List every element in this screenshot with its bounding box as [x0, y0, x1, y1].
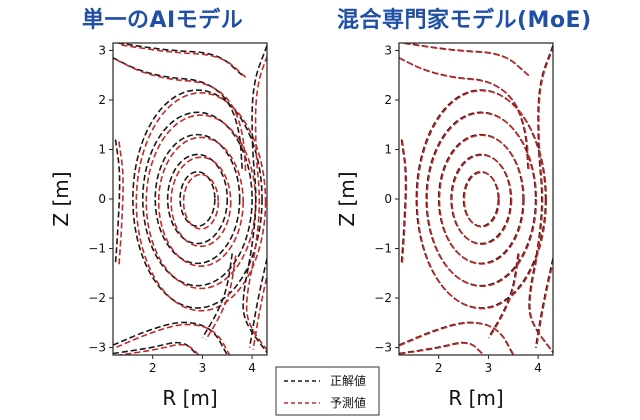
- x-tick-label: 4: [534, 361, 542, 375]
- contour-predicted-1: [170, 156, 232, 248]
- contour-truth-0: [179, 170, 216, 228]
- contour-predicted-0: [182, 173, 220, 230]
- contour-predicted-2: [157, 136, 244, 267]
- plot-area: [399, 43, 553, 355]
- flux-line-truth-1: [403, 43, 529, 76]
- x-tick-label: 3: [485, 361, 493, 375]
- x-tick-label: 3: [199, 361, 207, 375]
- flux-line-predicted-4: [399, 322, 515, 355]
- y-tick-label: −2: [88, 291, 106, 305]
- contour-truth-1: [166, 153, 229, 245]
- flux-line-truth-6: [487, 253, 520, 339]
- x-tick-label: 2: [435, 361, 443, 375]
- y-axis-label: Z [m]: [335, 171, 359, 226]
- flux-line-predicted-0: [116, 59, 247, 172]
- flux-line-predicted-7: [118, 141, 124, 266]
- y-tick-label: −2: [374, 291, 392, 305]
- flux-line-truth-4: [113, 321, 228, 355]
- y-tick-label: 1: [98, 142, 106, 156]
- flux-line-predicted-0: [399, 57, 530, 170]
- x-axis-label: R [m]: [448, 386, 503, 410]
- plot-area: [113, 43, 267, 355]
- y-tick-label: −1: [374, 242, 392, 256]
- flux-line-truth-2: [242, 45, 267, 354]
- flux-line-truth-1: [117, 43, 243, 76]
- y-tick-label: −3: [88, 341, 106, 355]
- legend-predicted-label: 予測値: [330, 395, 366, 410]
- flux-line-truth-7: [114, 139, 121, 264]
- contour-truth-3: [142, 111, 253, 287]
- flux-line-truth-3: [248, 258, 267, 348]
- flux-line-predicted-3: [252, 272, 267, 350]
- contour-predicted-2: [438, 134, 525, 265]
- x-axis-label: R [m]: [162, 386, 217, 410]
- panel-moe-model: −3 −2 −1 0 1 2 3 2 3 4 R [m] Z [m]: [335, 42, 554, 410]
- flux-line-predicted-2: [529, 45, 553, 354]
- x-tick-label: 4: [248, 361, 256, 375]
- flux-line-predicted-7: [401, 139, 408, 264]
- contour-truth-4: [132, 89, 263, 309]
- y-tick-label: −3: [374, 341, 392, 355]
- y-tick-label: 0: [384, 192, 392, 206]
- flux-line-predicted-4: [116, 323, 231, 355]
- flux-line-predicted-6: [205, 255, 237, 341]
- y-axis-label: Z [m]: [49, 171, 73, 226]
- flux-line-truth-0: [399, 57, 529, 170]
- contour-predicted-4: [135, 92, 267, 312]
- contour-predicted-0: [463, 171, 500, 228]
- y-tick-label: −1: [88, 242, 106, 256]
- y-tick-label: 1: [384, 142, 392, 156]
- legend-box: [275, 366, 380, 416]
- y-tick-label: 3: [384, 43, 392, 57]
- y-tick-label: 2: [384, 93, 392, 107]
- flux-line-truth-0: [113, 57, 243, 170]
- chart-title-left: 単一のAIモデル: [82, 8, 244, 33]
- flux-line-predicted-5: [399, 342, 485, 355]
- y-tick-label: 0: [98, 192, 106, 206]
- x-tick-label: 2: [149, 361, 157, 375]
- flux-line-predicted-6: [488, 253, 520, 339]
- chart-title-right: 混合専門家モデル(MoE): [337, 8, 592, 33]
- flux-line-truth-6: [201, 253, 234, 339]
- legend-truth-label: 正解値: [330, 373, 366, 388]
- y-tick-label: 2: [98, 93, 106, 107]
- flux-line-predicted-3: [535, 258, 553, 349]
- flux-line-predicted-1: [121, 44, 247, 78]
- contour-predicted-4: [416, 89, 548, 310]
- flux-line-predicted-2: [245, 54, 267, 352]
- contour-predicted-1: [451, 154, 513, 245]
- flux-line-truth-5: [113, 341, 199, 355]
- flux-line-predicted-1: [404, 43, 530, 77]
- y-tick-label: 3: [98, 43, 106, 57]
- contour-predicted-3: [426, 112, 538, 288]
- contour-truth-2: [154, 133, 241, 265]
- panel-single-model: −3 −2 −1 0 1 2 3 2 3 4 R [m] Z [m]: [49, 42, 268, 410]
- legend: 正解値 予測値: [275, 366, 380, 416]
